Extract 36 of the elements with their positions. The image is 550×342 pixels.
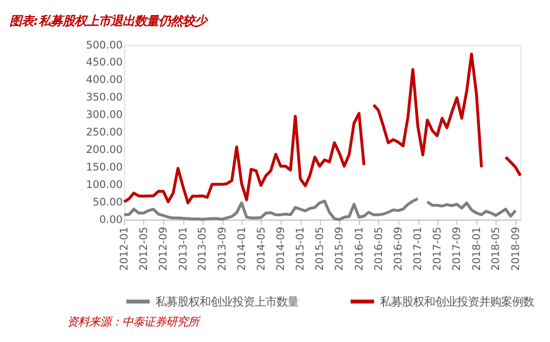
legend-label: 私募股权和创业投资并购案例数 <box>380 294 534 308</box>
x-tick-label: 2017-01 <box>412 226 424 271</box>
x-tick-label: 2017-09 <box>451 226 464 271</box>
text: 资料来源：中泰证券研究所 <box>66 314 201 329</box>
x-tick-label: 2013-01 <box>177 226 190 271</box>
x-tick-label: 2012-05 <box>138 226 150 271</box>
x-tick-label: 2017-05 <box>431 226 444 271</box>
x-tick-label: 2015-01 <box>294 226 307 271</box>
x-tick-label: 2016-09 <box>392 226 405 271</box>
x-tick-label: 2015-05 <box>314 226 326 271</box>
x-tick-label: 2016-01 <box>353 226 366 271</box>
x-tick-label: 2018-01 <box>470 226 483 271</box>
y-tick-label: 350.00 <box>86 92 123 104</box>
x-tick-label: 2015-09 <box>334 226 346 271</box>
y-tick-label: 450.00 <box>86 56 123 69</box>
y-tick-label: 100.00 <box>86 179 123 192</box>
y-tick-label: 200.00 <box>86 144 123 156</box>
legend-label: 私募股权和创业投资上市数量 <box>156 294 299 308</box>
x-tick-label: 2012-01 <box>118 226 130 271</box>
x-tick-label: 2014-01 <box>236 226 248 271</box>
y-tick-label: 500.00 <box>86 39 123 52</box>
x-tick-label: 2016-05 <box>372 226 385 271</box>
y-tick-label: 250.00 <box>86 126 123 139</box>
x-tick-label: 2013-09 <box>216 226 228 271</box>
y-tick-label: 300.00 <box>86 109 123 122</box>
y-tick-label: 50.00 <box>92 196 123 209</box>
x-tick-label: 2014-09 <box>275 226 288 271</box>
x-tick-label: 2014-05 <box>255 226 268 271</box>
y-tick-label: 150.00 <box>86 162 123 174</box>
x-tick-label: 2018-09 <box>510 226 522 271</box>
y-tick-label: 0.00 <box>99 214 123 226</box>
x-tick-label: 2013-05 <box>196 226 209 271</box>
chart-title: 图表:私募股权上市退出数量仍然较少 <box>10 12 209 28</box>
x-tick-label: 2012-09 <box>158 226 170 271</box>
y-tick-label: 400.00 <box>86 74 123 86</box>
x-tick-label: 2018-05 <box>490 226 502 271</box>
